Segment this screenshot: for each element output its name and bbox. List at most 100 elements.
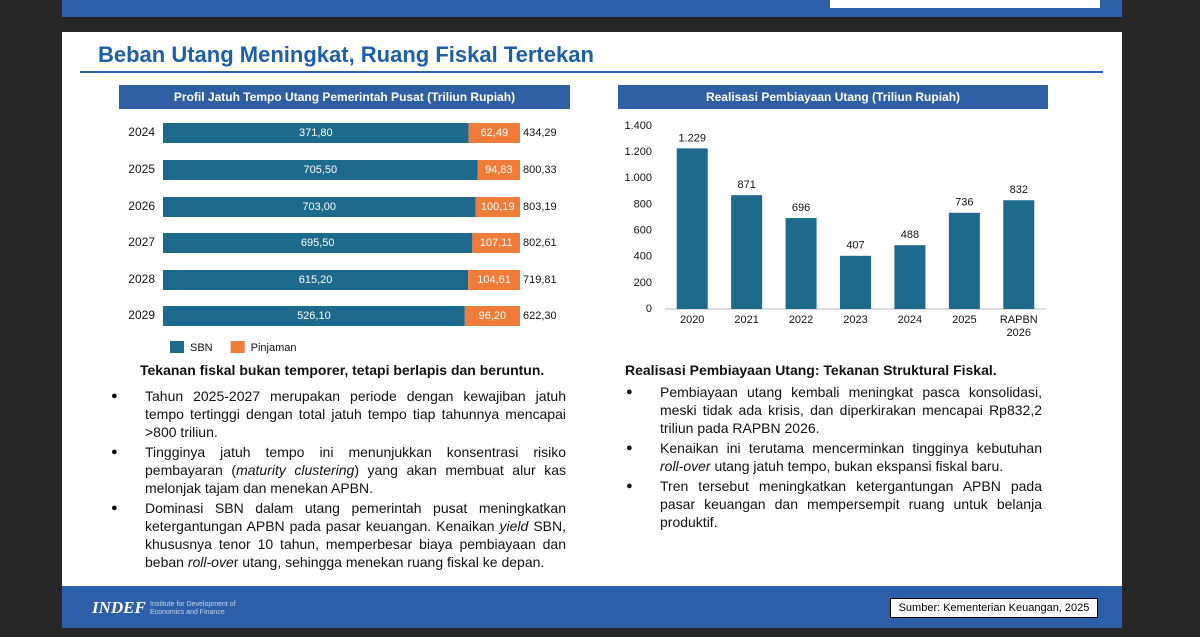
total-label: 802,61 — [523, 237, 557, 249]
value-label: 832 — [1010, 184, 1028, 196]
bullet-dot: ● — [111, 502, 118, 514]
value-label: 526,10 — [297, 310, 331, 322]
chart-title: Profil Jatuh Tempo Utang Pemerintah Pusa… — [119, 85, 570, 109]
bar-segment — [163, 306, 465, 326]
bar-segment — [468, 123, 520, 143]
bar — [1003, 200, 1035, 309]
value-label: 695,50 — [301, 237, 335, 249]
bar — [894, 245, 926, 309]
bullet-dot: ● — [111, 390, 118, 402]
y-tick-label: 400 — [634, 251, 652, 263]
y-tick-label: 2028 — [128, 272, 155, 286]
text-run: ) yang akan membuat alur kas melonjak ta… — [145, 462, 566, 496]
value-label: 705,50 — [304, 164, 338, 176]
left-heading: Tekanan fiskal bukan temporer, tetapi be… — [140, 362, 545, 378]
chart-title: Realisasi Pembiayaan Utang (Triliun Rupi… — [618, 85, 1048, 109]
total-label: 800,33 — [523, 164, 557, 176]
text-run: roll-over — [660, 458, 711, 474]
title-rule — [80, 71, 1103, 73]
y-tick-label: 1.200 — [624, 146, 652, 158]
bullet-text: ● Tren tersebut meningkatkan ketergantung… — [626, 477, 1042, 531]
bar-segment — [163, 270, 469, 290]
y-tick-label: 600 — [634, 224, 652, 236]
text-run: Tren tersebut meningkatkan ketergantunga… — [660, 478, 1042, 530]
value-label: 96,20 — [479, 310, 507, 322]
x-tick-label: 2021 — [734, 314, 759, 326]
y-tick-label: 1.400 — [624, 120, 652, 132]
legend-label: SBN — [190, 342, 213, 354]
value-label: 736 — [955, 197, 973, 209]
y-tick-label: 2026 — [128, 199, 155, 213]
value-label: 488 — [901, 229, 919, 241]
y-tick-label: 200 — [634, 277, 652, 289]
x-tick-label: 2025 — [952, 314, 977, 326]
bar-segment — [475, 197, 520, 217]
bar-segment — [163, 123, 469, 143]
bullet-text: ● Tingginya jatuh tempo ini menunjukkan k… — [111, 443, 566, 497]
text-run: Tingginya jatuh tempo ini menunjukkan ko… — [145, 444, 566, 478]
x-tick-label: 2020 — [679, 314, 705, 326]
y-tick-label: 2025 — [128, 162, 155, 176]
bullet-text: ● Pembiayaan utang kembali meningkat pasc… — [626, 383, 1042, 437]
source: Sumber: Kementerian Keuangan, 2025 — [890, 598, 1098, 618]
prev-slide-box — [830, 0, 1100, 8]
value-label: 371,80 — [299, 127, 333, 139]
value-label: 407 — [846, 240, 864, 252]
text-run: maturity clustering — [236, 462, 355, 478]
text-run: roll-ove — [187, 554, 234, 570]
bullet-text: ● Kenaikan ini terutama mencerminkan ting… — [626, 439, 1042, 475]
y-tick-label: 1.000 — [624, 172, 652, 184]
left-bullets: ● Tahun 2025-2027 merupakan periode denga… — [111, 387, 566, 573]
x-tick-label: RAPBN 2026 — [999, 314, 1038, 339]
value-label: 615,20 — [299, 274, 333, 286]
bar-segment — [163, 233, 473, 253]
bar-segment — [163, 160, 478, 180]
value-label: 94,83 — [485, 164, 513, 176]
y-tick-label: 0 — [646, 303, 652, 315]
bar-segment — [468, 270, 520, 290]
logo: INDEF — [92, 598, 146, 617]
value-label: 703,00 — [302, 201, 336, 213]
y-tick-label: 2027 — [128, 235, 155, 249]
y-tick-label: 2029 — [128, 308, 155, 322]
bullet-dot: ● — [111, 446, 118, 458]
x-tick-label: 2023 — [843, 314, 868, 326]
value-label: 107,11 — [480, 237, 513, 249]
bar — [948, 212, 980, 309]
value-label: 871 — [737, 179, 755, 191]
text-run: Dominasi SBN dalam utang pemerintah pusa… — [145, 500, 566, 534]
x-tick-label: 2022 — [788, 314, 814, 326]
bullet-text: ● Dominasi SBN dalam utang pemerintah pus… — [111, 499, 566, 571]
value-label: 62,49 — [481, 127, 509, 139]
slide-title: Beban Utang Meningkat, Ruang Fiskal Tert… — [98, 42, 594, 67]
total-label: 622,30 — [523, 310, 557, 322]
text-run: SBN, khususnya tenor 10 tahun, memperbes… — [145, 518, 566, 570]
x-tick-label: 2024 — [897, 314, 923, 326]
bullet-dot: ● — [626, 386, 633, 398]
bullet-text: ● Tahun 2025-2027 merupakan periode denga… — [111, 387, 566, 441]
text-run: yield — [499, 518, 529, 534]
text-run: r utang, sehingga menekan ruang fiskal k… — [233, 554, 545, 570]
bar-segment — [477, 160, 520, 180]
legend-swatch — [170, 341, 184, 353]
logo-tagline: Institute for Development of Economics a… — [150, 601, 236, 616]
text-run: Pembiayaan utang kembali meningkat pasca… — [660, 384, 1042, 436]
total-label: 434,29 — [523, 127, 557, 139]
text-run: Tahun 2025-2027 merupakan periode dengan… — [145, 388, 566, 440]
bullet-dot: ● — [626, 480, 633, 492]
y-tick-label: 800 — [634, 198, 652, 210]
right-bullets: ● Pembiayaan utang kembali meningkat pasc… — [626, 383, 1042, 533]
value-label: 100,19 — [481, 201, 515, 213]
bar-segment — [464, 306, 520, 326]
bar-segment — [163, 197, 476, 217]
legend-label: Pinjaman — [251, 342, 297, 354]
text-run: Kenaikan ini terutama mencerminkan tingg… — [660, 440, 1042, 456]
total-label: 803,19 — [523, 201, 557, 213]
bar — [840, 255, 871, 309]
bar — [676, 148, 708, 309]
value-label: 104,61 — [477, 274, 511, 286]
total-label: 719,81 — [523, 274, 557, 286]
legend-swatch — [230, 341, 245, 353]
